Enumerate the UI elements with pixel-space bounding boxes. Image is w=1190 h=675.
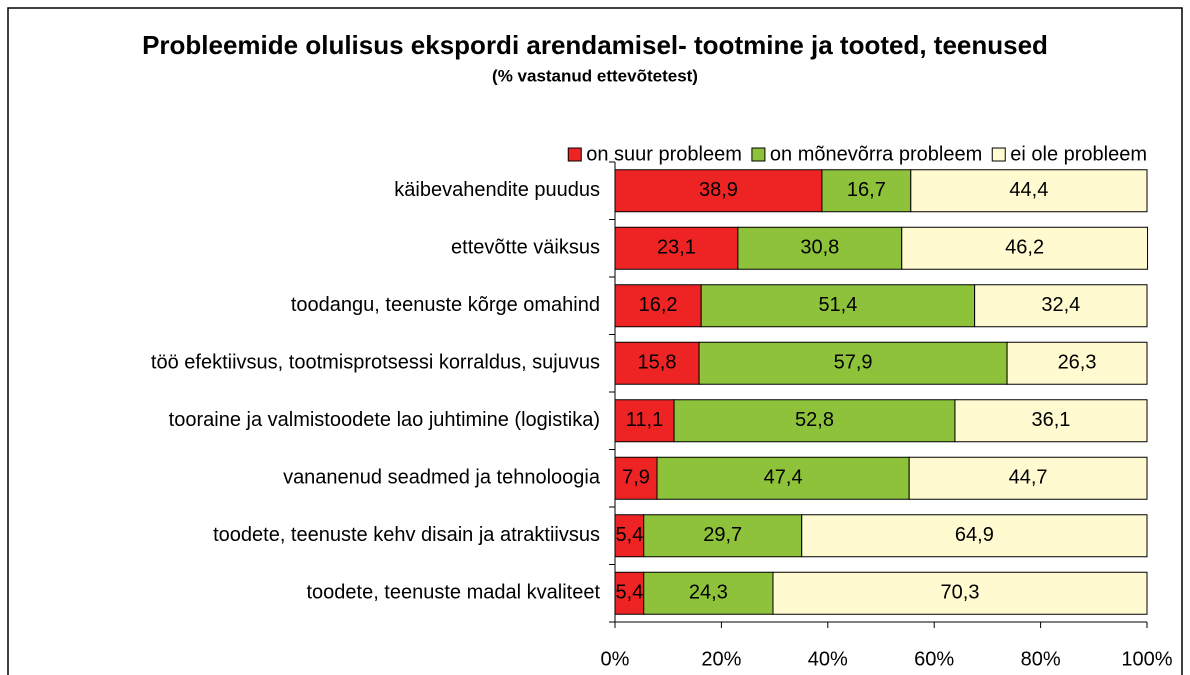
data-label: 32,4 xyxy=(1041,294,1080,316)
data-label: 5,4 xyxy=(615,582,643,604)
y-tick-label: tooraine ja valmistoodete lao juhtimine … xyxy=(169,409,600,431)
y-tick-label: toodete, teenuste madal kvaliteet xyxy=(306,582,600,604)
chart-frame xyxy=(7,7,1183,675)
x-tick-label: 100% xyxy=(1121,648,1172,670)
data-label: 7,9 xyxy=(622,467,650,489)
bar-segment xyxy=(821,169,912,213)
legend-swatch xyxy=(991,147,1006,162)
bar-segment xyxy=(643,514,803,558)
legend-label: ei ole probleem xyxy=(1010,143,1147,165)
bar-segment xyxy=(614,456,658,500)
data-label: 5,4 xyxy=(615,524,643,546)
x-tick-label: 20% xyxy=(701,648,741,670)
data-label: 26,3 xyxy=(1058,352,1097,374)
bar-segment xyxy=(1006,341,1148,385)
data-label: 23,1 xyxy=(657,237,696,259)
bar-segment xyxy=(614,571,645,615)
bar-segment xyxy=(908,456,1148,500)
legend-label: on suur probleem xyxy=(586,143,742,165)
y-tick-label: vananenud seadmed ja tehnoloogia xyxy=(283,467,601,489)
data-label: 44,7 xyxy=(1009,467,1048,489)
y-tick-label: töö efektiivsus, tootmisprotsessi korral… xyxy=(151,352,600,374)
data-label: 36,1 xyxy=(1032,409,1071,431)
legend-swatch xyxy=(751,147,766,162)
data-label: 51,4 xyxy=(818,294,857,316)
chart-title: Probleemide olulisus ekspordi arendamise… xyxy=(142,30,1048,60)
data-label: 16,2 xyxy=(639,294,678,316)
y-tick-label: käibevahendite puudus xyxy=(394,179,600,201)
data-label: 46,2 xyxy=(1005,237,1044,259)
data-label: 44,4 xyxy=(1009,179,1048,201)
data-label: 24,3 xyxy=(689,582,728,604)
data-label: 64,9 xyxy=(955,524,994,546)
bar-segment xyxy=(910,169,1148,213)
y-tick-label: toodangu, teenuste kõrge omahind xyxy=(291,294,600,316)
bar-segment xyxy=(614,284,702,328)
x-tick-label: 0% xyxy=(601,648,630,670)
data-label: 38,9 xyxy=(699,179,738,201)
bar-segment xyxy=(643,571,774,615)
data-label: 29,7 xyxy=(703,524,742,546)
bar-segment xyxy=(614,226,739,270)
bar-segment xyxy=(698,341,1008,385)
y-tick-label: toodete, teenuste kehv disain ja atrakti… xyxy=(213,524,600,546)
bar-segment xyxy=(974,284,1148,328)
data-label: 16,7 xyxy=(847,179,886,201)
data-label: 57,9 xyxy=(834,352,873,374)
data-label: 52,8 xyxy=(795,409,834,431)
x-tick-label: 80% xyxy=(1021,648,1061,670)
bar-segment xyxy=(614,514,645,558)
data-label: 70,3 xyxy=(941,582,980,604)
bar-segment xyxy=(801,514,1148,558)
legend-swatch xyxy=(567,147,582,162)
bar-segment xyxy=(901,226,1149,270)
data-label: 47,4 xyxy=(764,467,803,489)
x-tick-label: 40% xyxy=(808,648,848,670)
chart-subtitle: (% vastanud ettevõtetest) xyxy=(492,66,698,85)
data-label: 30,8 xyxy=(800,237,839,259)
x-tick-label: 60% xyxy=(914,648,954,670)
bar-segment xyxy=(673,399,956,443)
y-tick-label: ettevõtte väiksus xyxy=(451,237,600,259)
bar-segment xyxy=(954,399,1148,443)
data-label: 15,8 xyxy=(638,352,677,374)
data-label: 11,1 xyxy=(626,409,663,431)
bar-segment xyxy=(614,399,675,443)
bar-segment xyxy=(772,571,1148,615)
bar-segment xyxy=(656,456,910,500)
legend-label: on mõnevõrra probleem xyxy=(770,143,982,165)
